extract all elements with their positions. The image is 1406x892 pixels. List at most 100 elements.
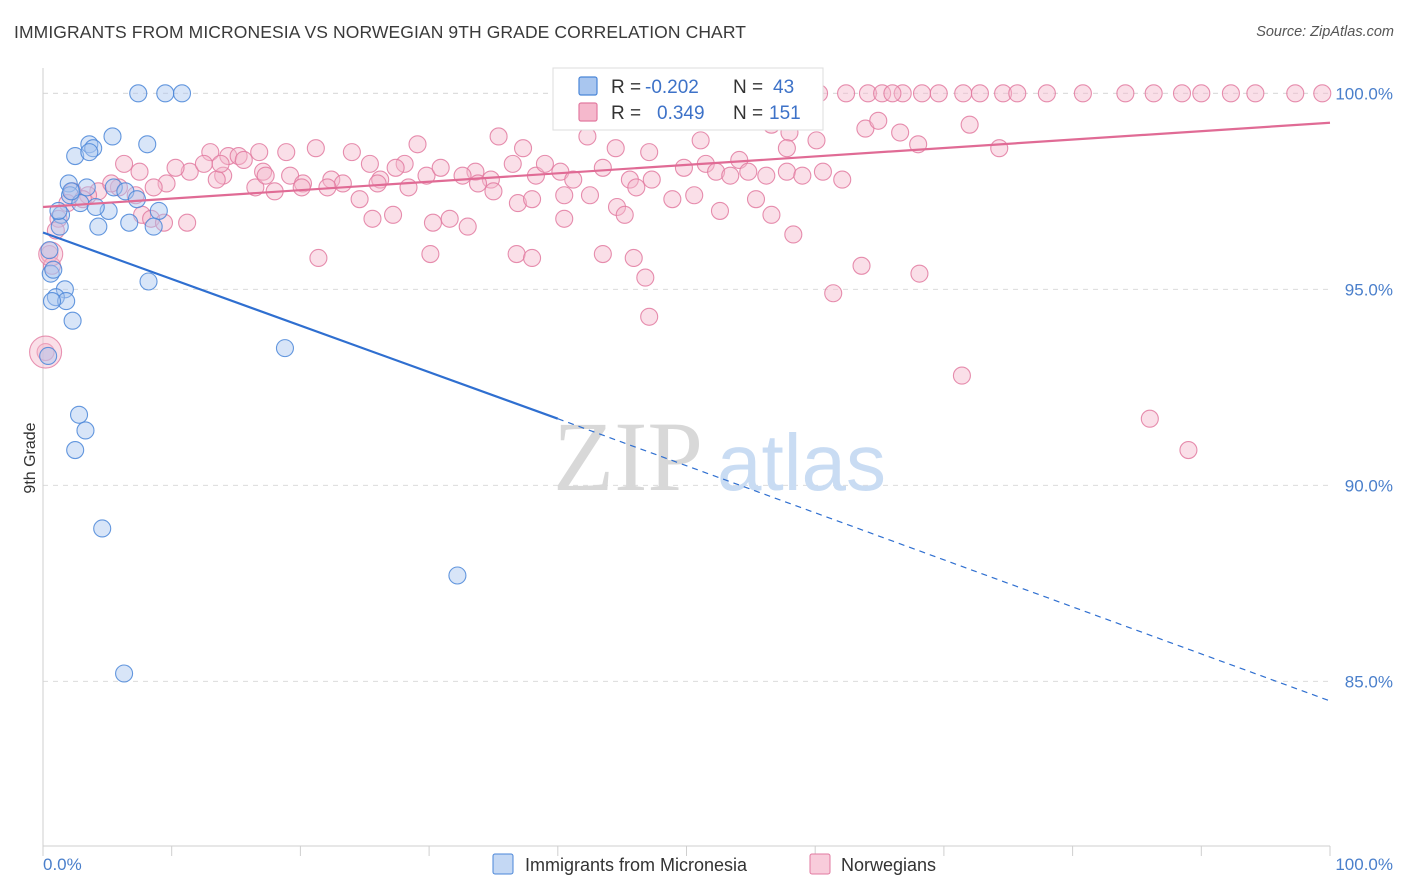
data-point [642, 170, 661, 189]
legend-r-value-2: 0.349 [657, 103, 705, 124]
data-point [275, 339, 295, 358]
data-point [178, 213, 197, 232]
data-point [1313, 84, 1332, 103]
data-point [63, 311, 82, 330]
data-point [1172, 84, 1192, 103]
data-point [39, 346, 58, 366]
data-point [127, 190, 147, 209]
bottom-legend-swatch-micronesia [492, 853, 514, 875]
data-point [507, 244, 526, 264]
data-point [1008, 84, 1027, 103]
data-point [523, 190, 542, 209]
data-point [277, 143, 296, 162]
data-point [580, 186, 600, 205]
data-point [103, 127, 122, 146]
bottom-legend-label-micronesia: Immigrants from Micronesia [525, 855, 748, 875]
legend-r-value-1: -0.202 [645, 77, 699, 98]
data-point [721, 166, 740, 185]
legend-n-label-2: N = [733, 103, 763, 124]
legend-n-value-1: 43 [773, 77, 794, 98]
data-point [40, 241, 59, 260]
data-point [130, 162, 149, 181]
data-point [42, 292, 62, 311]
data-point [1286, 84, 1305, 103]
data-point [514, 139, 533, 158]
data-point [910, 264, 929, 283]
data-point [833, 170, 852, 189]
data-point [1037, 84, 1056, 103]
data-point [555, 209, 574, 228]
data-point [306, 139, 325, 158]
data-point [395, 154, 414, 173]
data-point [115, 154, 134, 173]
data-point [360, 154, 379, 173]
data-point [739, 162, 758, 181]
x-tick-label-min: 0.0% [43, 855, 82, 874]
data-point [144, 217, 163, 236]
data-point [194, 154, 213, 173]
data-point [1246, 84, 1265, 103]
y-tick-label: 100.0% [1335, 84, 1393, 103]
data-point [80, 143, 99, 162]
data-point [350, 190, 369, 209]
data-point [1116, 84, 1135, 103]
data-point [746, 190, 766, 209]
bottom-legend-label-norwegians: Norwegians [841, 855, 936, 875]
data-point [627, 178, 646, 197]
data-point [606, 139, 625, 158]
data-point [250, 143, 269, 162]
data-point [1073, 84, 1092, 103]
series-legend: Immigrants from Micronesia Norwegians [492, 853, 936, 875]
data-point [807, 131, 826, 150]
data-point [503, 154, 522, 173]
data-point [440, 209, 459, 228]
data-point [762, 205, 781, 224]
data-point [154, 213, 174, 232]
y-tick-label: 95.0% [1345, 280, 1393, 299]
data-point [93, 519, 112, 538]
data-point [990, 139, 1009, 158]
micronesia-points [39, 84, 467, 683]
data-point [1192, 84, 1211, 103]
watermark-zip: ZIP [553, 401, 703, 512]
data-point [421, 244, 440, 264]
stats-legend-box [552, 67, 824, 131]
chart-source: Source: ZipAtlas.com [1256, 24, 1394, 40]
data-point [891, 123, 910, 142]
data-point [663, 190, 682, 209]
data-point [104, 178, 123, 197]
legend-n-label-1: N = [733, 77, 763, 98]
data-point [624, 248, 643, 268]
data-point [869, 111, 888, 130]
y-axis-title: 9th Grade [22, 422, 39, 493]
data-point [636, 268, 655, 287]
data-point [593, 244, 612, 264]
data-point [386, 158, 405, 177]
data-point [431, 158, 450, 177]
data-point [777, 162, 796, 181]
data-point [691, 131, 710, 150]
data-point [62, 182, 81, 201]
data-point [139, 272, 158, 291]
data-point [166, 158, 185, 177]
data-point [952, 366, 971, 385]
data-point [852, 256, 871, 275]
legend-r-label-2: R = [611, 103, 641, 124]
data-point [593, 158, 612, 177]
data-point [564, 170, 583, 189]
data-point [342, 143, 361, 162]
legend-swatch-norwegians [578, 102, 598, 122]
data-point [423, 213, 443, 232]
data-point [954, 84, 973, 103]
data-point [458, 217, 477, 236]
x-axis-ticks [42, 846, 1331, 856]
data-point [893, 84, 912, 103]
data-point [912, 84, 932, 103]
data-point [970, 84, 989, 103]
watermark-atlas: atlas [717, 418, 886, 507]
data-point [710, 201, 730, 220]
data-point [523, 248, 542, 268]
trend-line-micronesia-extension [557, 418, 1331, 702]
data-point [555, 186, 574, 205]
